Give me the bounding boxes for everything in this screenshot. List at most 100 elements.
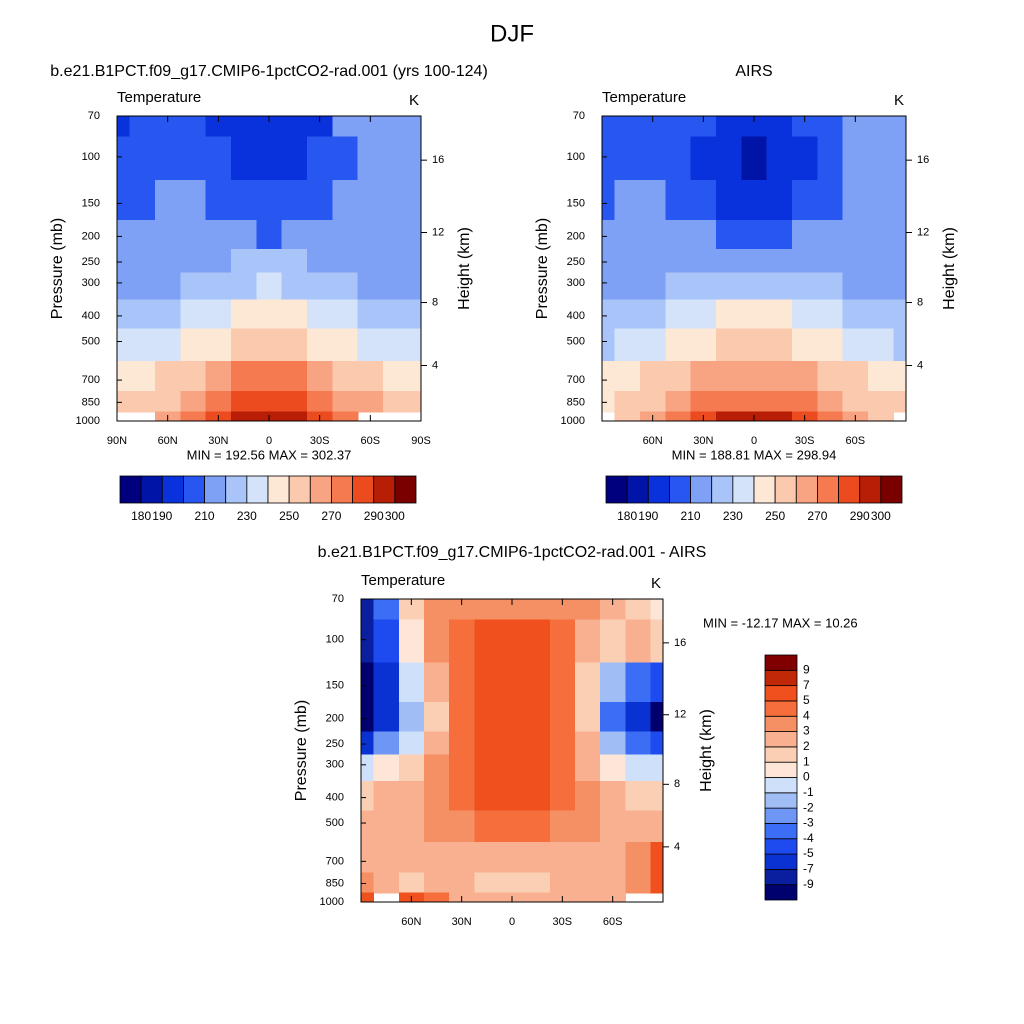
contour-cell — [423, 731, 450, 756]
contour-cell — [600, 662, 626, 703]
y-tick-label: 70 — [573, 110, 585, 122]
contour-cell — [524, 599, 551, 620]
contour-cell — [357, 272, 384, 301]
contour-cell — [474, 781, 501, 811]
contour-cell — [129, 180, 156, 221]
colorbar-tick-label: 290 — [850, 509, 870, 523]
contour-cell — [449, 731, 475, 756]
contour-cell — [155, 180, 181, 221]
contour-cell — [129, 219, 156, 250]
contour-cell — [893, 299, 907, 330]
contour-cell — [408, 180, 422, 221]
contour-cell — [716, 249, 742, 274]
colorbar-tick-label: 230 — [237, 509, 257, 523]
colorbar-tick-label: 1 — [803, 754, 810, 768]
contour-cell — [640, 272, 666, 301]
y-tick-label: 250 — [567, 256, 585, 268]
contour-cell — [716, 272, 742, 301]
contour-cell — [690, 180, 717, 221]
y-tick-label: 300 — [326, 759, 344, 771]
contour-cell — [281, 360, 308, 392]
contour-cell — [281, 116, 308, 138]
contour-cell — [423, 872, 450, 894]
contour-cell — [205, 391, 232, 413]
contour-cell — [716, 411, 742, 422]
contour-cell — [231, 180, 257, 221]
contour-cell — [281, 299, 308, 330]
contour-cell — [690, 136, 717, 181]
x-tick-label: 0 — [751, 435, 757, 447]
panel-title: AIRS — [735, 63, 772, 80]
contour-cell — [574, 754, 601, 782]
contour-cell — [281, 411, 308, 422]
colorbar-box — [626, 475, 649, 504]
contour-cell — [383, 360, 409, 392]
contour-cell — [868, 391, 894, 413]
contour-cell — [690, 272, 717, 301]
contour-cell — [817, 180, 844, 221]
contour-cell — [792, 116, 818, 138]
contour-cell — [625, 619, 652, 664]
y-axis-label: Pressure (mb) — [49, 218, 66, 319]
contour-cell — [868, 411, 894, 422]
contour-cell — [741, 360, 768, 392]
contour-cell — [817, 299, 844, 330]
contour-cell — [842, 391, 869, 413]
contour-cell — [614, 180, 641, 221]
colorbar-tick-label: -2 — [803, 800, 814, 814]
colorbar-box — [732, 475, 755, 504]
contour-cell — [524, 702, 551, 732]
y-tick-label: 250 — [326, 738, 344, 750]
colorbar-tick-label: 250 — [765, 509, 785, 523]
contour-cell — [574, 842, 601, 874]
contour-cell — [474, 619, 501, 664]
colorbar-tick-label: 180 — [617, 509, 637, 523]
y-tick-label: 250 — [82, 256, 100, 268]
contour-cell — [842, 272, 869, 301]
y-tick-label: 400 — [82, 310, 100, 322]
colorbar-box — [225, 475, 248, 504]
contour-cell — [499, 872, 526, 894]
contour-cell — [665, 272, 692, 301]
contour-cell — [602, 299, 616, 330]
contour-cell — [423, 892, 450, 903]
contour-cell — [524, 892, 551, 903]
contour-cell — [332, 180, 359, 221]
colorbar-tick-label: 270 — [807, 509, 827, 523]
colorbar-box — [373, 475, 396, 504]
colorbar-box — [140, 475, 163, 504]
contour-cell — [817, 219, 844, 250]
contour-cell — [474, 754, 501, 782]
contour-cell — [817, 136, 844, 181]
contour-cell — [373, 842, 400, 874]
contour-cell — [256, 219, 283, 250]
contour-cell — [155, 219, 181, 250]
contour-cell — [256, 136, 283, 181]
contour-cell — [602, 180, 616, 221]
contour-cell — [373, 702, 400, 732]
y-tick-label: 500 — [326, 817, 344, 829]
contour-cell — [281, 391, 308, 413]
y2-tick-label: 16 — [432, 154, 444, 166]
contour-cell — [614, 299, 641, 330]
contour-cell — [817, 411, 844, 422]
contour-cell — [650, 619, 664, 664]
colorbar-box — [764, 777, 798, 794]
contour-cell — [524, 619, 551, 664]
contour-cell — [361, 702, 375, 732]
y-tick-label: 700 — [567, 374, 585, 386]
colorbar-box — [774, 475, 797, 504]
contour-cell — [741, 116, 768, 138]
contour-cell — [842, 299, 869, 330]
colorbar-box — [764, 700, 798, 717]
contour-cell — [307, 272, 333, 301]
contour-cell — [549, 872, 576, 894]
contour-cell — [549, 781, 576, 811]
contour-cell — [155, 272, 181, 301]
contour-cell — [398, 702, 425, 732]
contour-cell — [423, 781, 450, 811]
contour-cell — [180, 180, 207, 221]
contour-cell — [690, 249, 717, 274]
contour-cell — [449, 810, 475, 843]
contour-cell — [868, 219, 894, 250]
